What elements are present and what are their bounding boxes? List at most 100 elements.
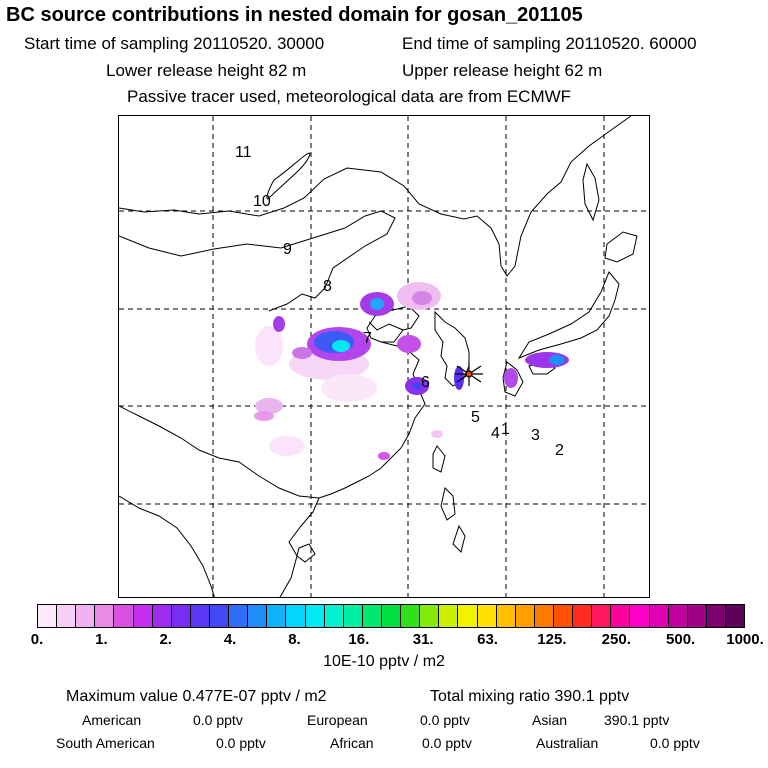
colorbar-cell: [420, 605, 440, 627]
map-panel: 11 10 9 8 7 6 5 4 1 3 2: [118, 115, 650, 598]
colorbar-cell: [592, 605, 612, 627]
region-label-11: 11: [235, 144, 252, 161]
plume-core-inner: [332, 340, 350, 352]
korean-peninsula: [434, 310, 470, 387]
source-south-american-value: 0.0 pptv: [216, 735, 266, 751]
lower-release-height-label: Lower release height 82 m: [106, 61, 307, 80]
colorbar-cell: [305, 605, 325, 627]
colorbar-cell: [38, 605, 58, 627]
start-time-label: Start time of sampling 20110520. 30000: [24, 34, 325, 53]
plume-japan-core: [549, 355, 565, 365]
source-african-value: 0.0 pptv: [422, 735, 472, 751]
plume-liaoning: [412, 291, 432, 305]
hainan: [296, 543, 316, 563]
source-asian-value: 390.1 pptv: [604, 712, 670, 728]
colorbar-tick-label: 500.: [666, 631, 696, 648]
colorbar-cell: [190, 605, 210, 627]
concentration-field: [254, 282, 569, 460]
colorbar-cell: [401, 605, 421, 627]
plume-small-s: [378, 452, 390, 460]
china-coastline: [318, 321, 426, 499]
colorbar-cell: [649, 605, 669, 627]
lake-baikal: [266, 152, 311, 200]
southwest-border: [119, 405, 320, 499]
source-african-label: African: [330, 735, 374, 751]
colorbar-cell: [57, 605, 77, 627]
colorbar-cell: [133, 605, 153, 627]
plume-faint-s1: [269, 436, 305, 456]
colorbar-cell: [706, 605, 726, 627]
colorbar: [37, 604, 745, 628]
colorbar-cell: [286, 605, 306, 627]
mongolia-china-border: [119, 210, 396, 312]
end-time-label: End time of sampling 20110520. 60000: [402, 34, 697, 53]
colorbar-cell: [668, 605, 688, 627]
colorbar-cell: [171, 605, 191, 627]
map-svg: [119, 116, 649, 597]
plume-kyushu: [504, 368, 518, 388]
japan-hokkaido: [604, 231, 638, 263]
region-label-10: 10: [253, 193, 271, 210]
region-label-6: 6: [421, 374, 430, 391]
taiwan: [432, 445, 446, 473]
colorbar-tick-label: 1.: [95, 631, 108, 648]
southeast-asia-border: [119, 495, 215, 597]
plot-title: BC source contributions in nested domain…: [6, 4, 583, 26]
source-south-american-label: South American: [56, 735, 155, 751]
sakhalin: [582, 162, 600, 222]
colorbar-cell: [76, 605, 96, 627]
source-american-label: American: [82, 712, 142, 728]
region-label-9: 9: [283, 241, 292, 258]
plume-sw1: [255, 398, 283, 414]
colorbar-cell: [324, 605, 344, 627]
source-european-value: 0.0 pptv: [420, 712, 470, 728]
colorbar-cell: [114, 605, 134, 627]
colorbar-cell: [477, 605, 497, 627]
source-australian-label: Australian: [536, 735, 599, 751]
plume-faint-c1: [255, 326, 283, 366]
colorbar-tick-label: 2.: [159, 631, 172, 648]
japan-honshu: [517, 271, 620, 360]
colorbar-units: 10E-10 pptv / m2: [323, 653, 445, 670]
colorbar-cell: [573, 605, 593, 627]
colorbar-tick-label: 250.: [601, 631, 631, 648]
colorbar-tick-label: 8.: [288, 631, 301, 648]
map-grid: [119, 116, 649, 597]
colorbar-cell: [248, 605, 268, 627]
colorbar-tick-label: 63.: [477, 631, 498, 648]
plume-shandong: [397, 335, 421, 353]
colorbar-cell: [152, 605, 172, 627]
region-label-2: 2: [555, 442, 564, 459]
tracer-note: Passive tracer used, meteorological data…: [127, 87, 572, 106]
colorbar-tick-label: 16.: [348, 631, 370, 648]
colorbar-tick-label: 31.: [412, 631, 434, 648]
source-asian-label: Asian: [532, 712, 568, 728]
plume-faint-c3: [321, 374, 377, 402]
plume-korea: [454, 366, 464, 390]
plume-faint-e: [431, 430, 443, 438]
colorbar-cell: [553, 605, 574, 627]
colorbar-tick-label: 1000.: [726, 631, 764, 648]
total-mixing-ratio: Total mixing ratio 390.1 pptv: [430, 688, 630, 705]
colorbar-cell: [209, 605, 230, 627]
colorbar-tick-label: 125.: [537, 631, 567, 648]
indochina-coast: [279, 497, 320, 597]
colorbar-tick-label: 0.: [30, 631, 44, 648]
plume-shanghai-core: [412, 382, 422, 390]
plume-beijing-inner: [370, 298, 384, 310]
region-label-7: 7: [363, 330, 372, 347]
colorbar-cell: [458, 605, 478, 627]
maximum-value: Maximum value 0.477E-07 pptv / m2: [66, 688, 327, 705]
colorbar-cell: [362, 605, 382, 627]
colorbar-cell: [95, 605, 115, 627]
region-label-1: 1: [501, 421, 510, 438]
colorbar-cell: [687, 605, 707, 627]
colorbar-cell: [515, 605, 535, 627]
colorbar-cell: [496, 605, 516, 627]
source-australian-value: 0.0 pptv: [650, 735, 700, 751]
plume-west: [273, 316, 285, 332]
colorbar-cell: [725, 605, 745, 627]
source-european-label: European: [307, 712, 368, 728]
source-american-value: 0.0 pptv: [193, 712, 243, 728]
receptor-star-icon: [455, 362, 483, 386]
